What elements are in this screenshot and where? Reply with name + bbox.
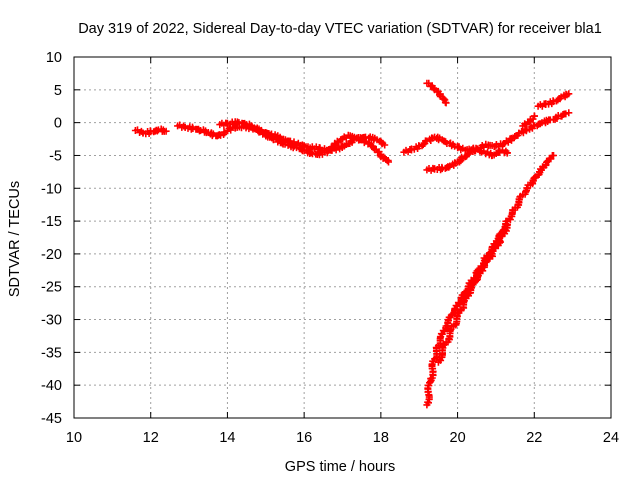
data-point xyxy=(385,158,392,166)
data-point xyxy=(565,90,573,98)
x-tick-label: 14 xyxy=(219,430,235,446)
series-arc-3 xyxy=(216,118,389,154)
data-point-trail xyxy=(424,376,435,407)
data-point-trail xyxy=(432,344,441,362)
x-tick-label: 22 xyxy=(526,430,542,446)
data-point xyxy=(503,220,511,228)
y-tick-label: 5 xyxy=(54,83,62,99)
y-tick-label: -15 xyxy=(41,214,62,230)
series-arc-10 xyxy=(434,220,511,366)
data-point-trail xyxy=(428,357,437,382)
data-point-trail xyxy=(444,310,457,330)
x-tick-label: 16 xyxy=(296,430,312,446)
data-point xyxy=(162,127,170,135)
data-point-trail xyxy=(553,95,564,105)
x-tick-label: 24 xyxy=(603,430,619,446)
x-tick-label: 18 xyxy=(373,430,389,446)
data-point-trail xyxy=(528,173,540,188)
data-point-trail xyxy=(533,120,544,130)
data-point xyxy=(565,109,573,117)
data-point-trail xyxy=(213,131,225,140)
y-tick-label: -5 xyxy=(49,148,62,164)
y-tick-label: -40 xyxy=(41,378,62,394)
data-point-trail xyxy=(376,137,387,148)
data-point-trail xyxy=(505,206,517,224)
data-point xyxy=(503,149,511,157)
data-point-trail xyxy=(207,129,217,140)
data-point-trail xyxy=(454,143,467,154)
series-arc-9 xyxy=(423,152,557,409)
grid xyxy=(74,57,611,418)
data-point-trail xyxy=(444,323,456,346)
series-arc-8 xyxy=(534,90,573,110)
data-point-trail xyxy=(535,163,548,178)
chart-title: Day 319 of 2022, Sidereal Day-to-day VTE… xyxy=(78,21,602,37)
y-tick-label: -30 xyxy=(41,313,62,329)
data-point-trail xyxy=(529,112,538,123)
data-point xyxy=(550,152,557,159)
data-series xyxy=(131,79,573,409)
series-arc-5 xyxy=(423,109,573,174)
series-arc-6 xyxy=(423,79,450,107)
data-point-trail xyxy=(263,129,279,141)
data-point-trail xyxy=(541,116,554,127)
plot-frame xyxy=(73,56,612,419)
x-tick-label: 10 xyxy=(66,430,82,446)
y-tick-label: -25 xyxy=(41,280,62,296)
y-tick-label: 0 xyxy=(54,116,62,132)
tick-labels: 10 12 14 16 18 20 22 24 10 5 0 -5 -10 -15 -20 -25 -30 -35… xyxy=(41,50,619,446)
data-point-trail xyxy=(220,128,229,137)
y-tick-label: -10 xyxy=(41,181,62,197)
data-point-trail xyxy=(459,291,472,312)
y-tick-label: -35 xyxy=(41,345,62,361)
data-point-trail xyxy=(513,192,524,211)
y-tick-label: -20 xyxy=(41,247,62,263)
y-tick-label: -45 xyxy=(41,411,62,427)
x-tick-label: 12 xyxy=(143,430,159,446)
data-point-trail xyxy=(433,133,444,144)
data-point-trail xyxy=(545,97,557,108)
data-point-trail xyxy=(470,144,482,155)
y-tick-label: 10 xyxy=(46,50,62,66)
x-tick-label: 20 xyxy=(450,430,466,446)
data-point-trail xyxy=(452,307,464,329)
data-point xyxy=(442,99,450,107)
series-arc-7 xyxy=(519,112,538,130)
data-point xyxy=(530,112,538,120)
x-axis-label: GPS time / hours xyxy=(285,459,395,475)
data-point-trail xyxy=(558,110,570,120)
y-axis-label: SDTVAR / TECUs xyxy=(7,181,23,297)
data-point-trail xyxy=(436,340,448,364)
axes xyxy=(73,56,612,419)
data-point-trail xyxy=(456,153,467,166)
data-point-trail xyxy=(467,277,480,297)
series-arc-1 xyxy=(131,125,170,138)
data-point-trail xyxy=(410,142,423,153)
data-point xyxy=(381,141,389,149)
